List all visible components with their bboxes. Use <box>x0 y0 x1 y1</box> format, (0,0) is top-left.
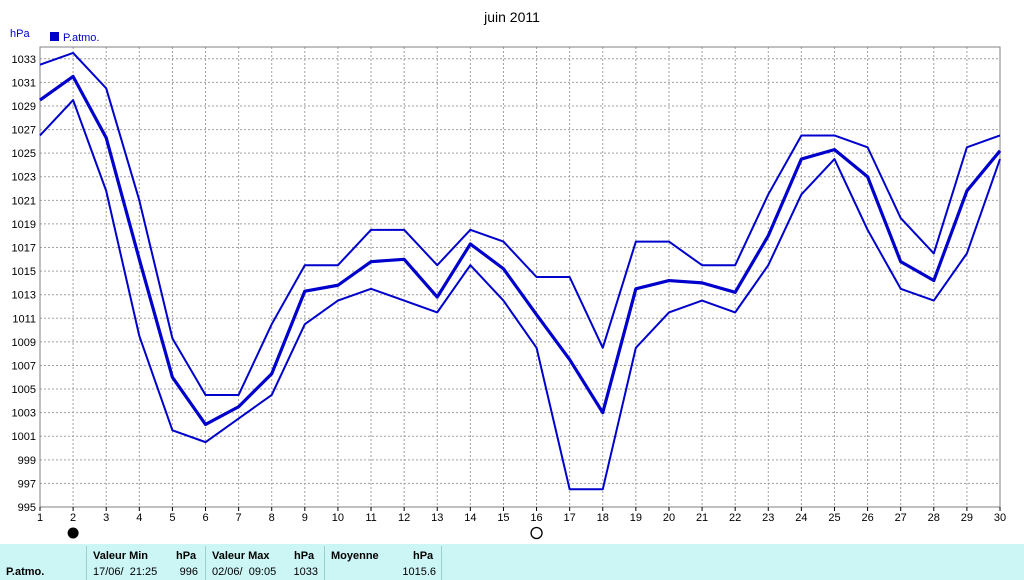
min-unit: hPa <box>176 550 197 562</box>
x-tick-label: 14 <box>464 512 476 524</box>
y-tick-label: 1021 <box>12 195 36 207</box>
y-tick-label: 1015 <box>12 266 36 278</box>
x-tick-label: 7 <box>236 512 242 524</box>
x-tick-label: 9 <box>302 512 308 524</box>
chart-title: juin 2011 <box>483 9 540 25</box>
avg-header: Moyenne <box>331 550 379 562</box>
x-tick-label: 10 <box>332 512 344 524</box>
legend-label: P.atmo. <box>63 32 100 44</box>
stats-row-label: P.atmo. <box>6 566 45 578</box>
x-tick-label: 29 <box>961 512 973 524</box>
x-tick-label: 19 <box>630 512 642 524</box>
y-tick-label: 1003 <box>12 408 36 420</box>
new-moon-icon <box>530 526 543 540</box>
x-tick-label: 25 <box>828 512 840 524</box>
x-tick-label: 28 <box>928 512 940 524</box>
x-tick-label: 21 <box>696 512 708 524</box>
y-tick-label: 995 <box>18 502 36 514</box>
y-tick-label: 1001 <box>12 431 36 443</box>
x-tick-label: 8 <box>269 512 275 524</box>
series-lines <box>39 51 1002 491</box>
x-tick-label: 12 <box>398 512 410 524</box>
y-tick-label: 999 <box>18 455 36 467</box>
x-tick-label: 17 <box>564 512 576 524</box>
x-tick-label: 26 <box>861 512 873 524</box>
stats-separator <box>86 546 87 580</box>
stats-separator <box>324 546 325 580</box>
max-header: Valeur Max <box>212 550 270 562</box>
y-tick-label: 1033 <box>12 54 36 66</box>
stats-panel: P.atmo. Valeur Min hPa 17/06/ 21:25 996 … <box>0 544 1024 580</box>
x-tick-label: 4 <box>136 512 142 524</box>
y-tick-label: 1007 <box>12 360 36 372</box>
y-tick-label: 997 <box>18 478 36 490</box>
x-tick-label: 16 <box>530 512 542 524</box>
x-axis: 1 2 3 4 5 6 7 8 9 10 11 12 13 14 15 16 17 18 19 20 21 22 23 24 2… <box>37 507 1006 524</box>
legend-swatch <box>50 32 59 41</box>
y-tick-label: 1027 <box>12 125 36 137</box>
avg-unit: hPa <box>413 550 434 562</box>
x-tick-label: 6 <box>202 512 208 524</box>
x-tick-label: 18 <box>597 512 609 524</box>
min-header: Valeur Min <box>93 550 149 562</box>
x-tick-label: 11 <box>365 512 376 524</box>
plot-frame <box>39 46 1001 508</box>
y-tick-label: 1009 <box>12 337 36 349</box>
y-axis: 995 997 999 1001 1003 1005 1007 1009 1011 1013 101… <box>12 54 36 514</box>
x-tick-label: 15 <box>497 512 509 524</box>
y-tick-label: 1017 <box>12 243 36 255</box>
moon-markers <box>67 526 543 540</box>
x-tick-label: 22 <box>729 512 741 524</box>
stats-separator <box>441 546 442 580</box>
x-tick-label: 2 <box>70 512 76 524</box>
series-line-min <box>39 99 1001 491</box>
series-line-mean <box>39 74 1002 427</box>
grid <box>39 47 1001 508</box>
x-tick-label: 13 <box>431 512 443 524</box>
min-value: 996 <box>179 566 198 578</box>
y-tick-label: 1013 <box>12 290 36 302</box>
y-tick-label: 1023 <box>12 172 36 184</box>
x-tick-label: 24 <box>795 512 807 524</box>
full-moon-icon <box>67 527 79 539</box>
y-tick-label: 1011 <box>12 313 36 325</box>
y-tick-label: 1029 <box>12 101 36 113</box>
avg-value: 1015.6 <box>402 566 436 578</box>
x-tick-label: 1 <box>37 512 43 524</box>
y-tick-label: 1019 <box>12 219 36 231</box>
x-tick-label: 30 <box>994 512 1006 524</box>
x-tick-label: 20 <box>663 512 675 524</box>
y-tick-label: 1005 <box>12 384 36 396</box>
y-axis-label: hPa <box>10 28 30 40</box>
x-tick-label: 27 <box>895 512 907 524</box>
x-tick-label: 5 <box>169 512 175 524</box>
series-line-max <box>39 51 1001 396</box>
y-tick-label: 1031 <box>12 77 36 89</box>
max-value: 1033 <box>293 566 318 578</box>
stats-separator <box>205 546 206 580</box>
max-date: 02/06/ 09:05 <box>212 566 277 578</box>
x-tick-label: 3 <box>103 512 109 524</box>
x-tick-label: 23 <box>762 512 774 524</box>
min-date: 17/06/ 21:25 <box>93 566 158 578</box>
y-tick-label: 1025 <box>12 148 36 160</box>
max-unit: hPa <box>294 550 315 562</box>
